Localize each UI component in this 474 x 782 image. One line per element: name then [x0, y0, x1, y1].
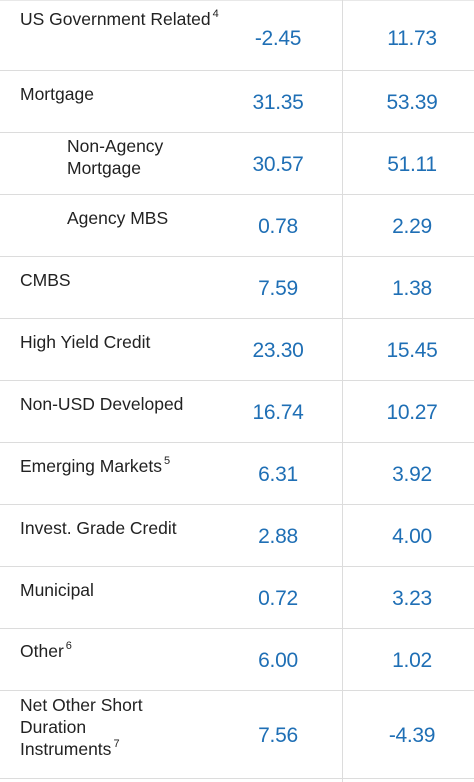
row-value-col1: 2.88 — [258, 525, 298, 548]
row-value-col1: 7.56 — [258, 724, 298, 747]
row-label: Agency MBS — [67, 208, 169, 228]
row-value-col2: -4.39 — [388, 724, 436, 747]
table-row: Non-USD Developed 16.74 10.27 — [0, 381, 474, 443]
row-value-col1: -2.45 — [254, 27, 302, 50]
table-row: Net Other Short Duration Instruments 7 7.… — [0, 691, 474, 779]
row-value-col2: 10.27 — [386, 401, 438, 424]
row-value-col2: 3.23 — [392, 587, 432, 610]
row-value-col2: 51.11 — [387, 153, 437, 176]
row-value-col2: 2.29 — [392, 215, 432, 238]
column-divider — [342, 0, 343, 782]
row-value-col1: 0.72 — [258, 587, 298, 610]
table-row: US Government Related 4 -2.45 11.73 — [0, 0, 474, 71]
table-top-border — [0, 0, 474, 1]
row-label: Net Other Short Duration Instruments 7 — [20, 695, 143, 759]
table-row: Municipal 0.72 3.23 — [0, 567, 474, 629]
table-row: CMBS 7.59 1.38 — [0, 257, 474, 319]
row-label: CMBS — [20, 270, 71, 290]
row-value-col2: 15.45 — [386, 339, 438, 362]
row-label: Mortgage — [20, 84, 94, 104]
row-value-col1: 30.57 — [252, 153, 304, 176]
row-label: Invest. Grade Credit — [20, 518, 177, 538]
table-row: Emerging Markets 5 6.31 3.92 — [0, 443, 474, 505]
row-value-col1: 0.78 — [258, 215, 298, 238]
row-label: Other 6 — [20, 640, 72, 661]
row-value-col2: 4.00 — [392, 525, 432, 548]
table-row: Mortgage 31.35 53.39 — [0, 71, 474, 133]
row-value-col2: 11.73 — [387, 27, 437, 50]
table-row: Invest. Grade Credit 2.88 4.00 — [0, 505, 474, 567]
row-value-col1: 6.00 — [258, 649, 298, 672]
row-label: Municipal — [20, 580, 94, 600]
row-label: Non-Agency Mortgage — [67, 136, 164, 178]
table-row: Other 6 6.00 1.02 — [0, 629, 474, 691]
row-value-col1: 16.74 — [252, 401, 304, 424]
row-label: Emerging Markets 5 — [20, 455, 171, 476]
table-row: Agency MBS 0.78 2.29 — [0, 195, 474, 257]
row-value-col2: 53.39 — [386, 91, 438, 114]
row-label: Non-USD Developed — [20, 394, 184, 414]
table-row: Non-Agency Mortgage 30.57 51.11 — [0, 133, 474, 195]
table-row: High Yield Credit 23.30 15.45 — [0, 319, 474, 381]
row-value-col2: 3.92 — [392, 463, 432, 486]
row-value-col1: 7.59 — [258, 277, 298, 300]
row-value-col1: 6.31 — [258, 463, 298, 486]
row-value-col2: 1.38 — [392, 277, 432, 300]
row-label: US Government Related 4 — [20, 8, 219, 29]
row-label: High Yield Credit — [20, 332, 151, 352]
row-value-col2: 1.02 — [392, 649, 432, 672]
row-value-col1: 31.35 — [252, 91, 304, 114]
row-value-col1: 23.30 — [252, 339, 304, 362]
